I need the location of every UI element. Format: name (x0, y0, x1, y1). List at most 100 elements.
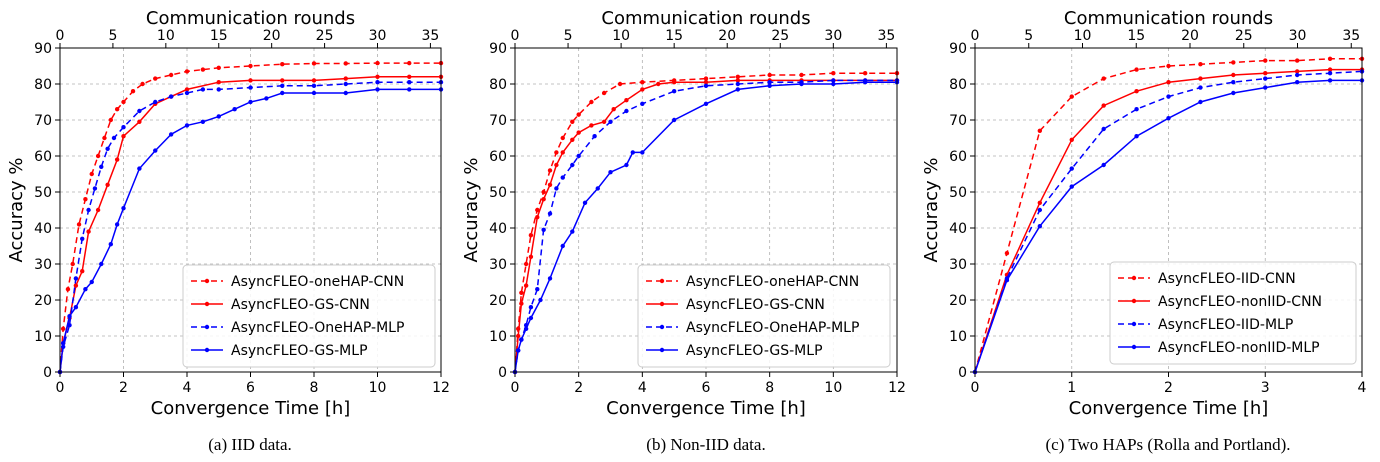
data-point (99, 261, 104, 267)
data-point (671, 89, 677, 94)
legend-label: AsyncFLEO-nonIID-MLP (1158, 340, 1320, 356)
data-point (640, 101, 645, 107)
data-point (73, 276, 79, 281)
data-point (1231, 72, 1236, 78)
y-tick-label: 30 (489, 257, 507, 273)
data-point (589, 123, 594, 128)
data-point (121, 206, 126, 211)
data-point (608, 170, 613, 175)
data-point (99, 164, 104, 169)
x-tick-label: 1 (1067, 380, 1076, 396)
top-x-tick-label: 10 (157, 28, 175, 44)
data-point (1166, 116, 1171, 121)
data-point (570, 137, 575, 142)
data-point (311, 61, 317, 66)
data-point (1294, 58, 1300, 63)
y-tick-label: 60 (489, 149, 507, 165)
data-point (735, 78, 741, 83)
data-point (1263, 85, 1268, 90)
y-tick-label: 70 (489, 113, 507, 129)
data-point (560, 135, 565, 141)
data-point (114, 157, 120, 162)
y-tick-label: 80 (949, 77, 967, 93)
data-point (1166, 63, 1171, 69)
data-point (1004, 251, 1010, 256)
data-point (407, 74, 412, 80)
data-point (523, 261, 529, 267)
legend-marker (659, 324, 665, 330)
data-point (60, 341, 66, 346)
y-tick-label: 10 (489, 329, 507, 345)
data-point (1166, 80, 1171, 85)
y-tick-label: 90 (34, 41, 52, 57)
data-point (80, 236, 85, 241)
x-tick-label: 4 (183, 380, 192, 396)
legend-label: AsyncFLEO-GS-CNN (231, 297, 370, 313)
data-point (1327, 67, 1333, 72)
x-tick-label: 0 (56, 380, 65, 396)
data-point (1198, 76, 1203, 81)
x-tick-label: 4 (638, 380, 647, 396)
data-point (1069, 137, 1074, 142)
y-tick-label: 50 (34, 185, 52, 201)
data-point (1134, 67, 1139, 72)
data-point (617, 81, 623, 87)
y-tick-label: 90 (949, 41, 967, 57)
data-point (1101, 76, 1106, 81)
data-point (70, 261, 75, 267)
legend-marker (204, 324, 210, 330)
data-point (73, 305, 79, 310)
data-point (624, 98, 629, 103)
y-tick-label: 80 (489, 77, 507, 93)
data-point (375, 74, 380, 80)
data-point (1231, 80, 1236, 85)
data-point (311, 90, 317, 96)
x-tick-label: 2 (574, 380, 583, 396)
legend-label: AsyncFLEO-oneHAP-CNN (231, 274, 404, 290)
data-point (1101, 126, 1106, 132)
x-tick-label: 4 (1358, 380, 1367, 396)
data-point (595, 186, 600, 191)
x-tick-label: 12 (888, 380, 906, 396)
top-x-tick-label: 25 (771, 28, 789, 44)
data-point (703, 80, 709, 85)
data-point (624, 108, 629, 114)
x-axis-label: Convergence Time [h] (151, 398, 351, 419)
data-point (570, 229, 575, 234)
y-tick-label: 30 (949, 257, 967, 273)
subplot-caption: (b) Non-IID data. (646, 435, 765, 454)
y-tick-label: 20 (949, 293, 967, 309)
data-point (624, 162, 629, 168)
data-point (601, 90, 607, 96)
data-point (248, 63, 253, 69)
data-point (547, 182, 553, 187)
data-point (554, 186, 559, 191)
data-point (767, 80, 772, 85)
data-point (80, 269, 85, 274)
data-point (140, 81, 145, 87)
subplot-caption: (c) Two HAPs (Rolla and Portland). (1046, 435, 1291, 454)
data-point (671, 117, 677, 123)
data-point (168, 72, 174, 78)
x-tick-label: 8 (765, 380, 774, 396)
data-point (130, 89, 136, 94)
y-tick-label: 60 (34, 149, 52, 165)
data-point (576, 112, 581, 117)
data-point (640, 87, 645, 92)
x-tick-label: 6 (702, 380, 711, 396)
series-line (59, 81, 441, 373)
legend-marker (659, 278, 665, 284)
data-point (184, 123, 190, 128)
data-point (671, 80, 677, 85)
legend-marker (1131, 321, 1137, 327)
data-point (121, 134, 126, 139)
data-point (1037, 128, 1043, 133)
data-point (1327, 56, 1333, 61)
data-point (343, 61, 348, 66)
data-point (407, 87, 412, 92)
data-point (153, 148, 158, 153)
y-tick-label: 40 (489, 221, 507, 237)
data-point (407, 60, 412, 66)
data-point (528, 233, 534, 238)
